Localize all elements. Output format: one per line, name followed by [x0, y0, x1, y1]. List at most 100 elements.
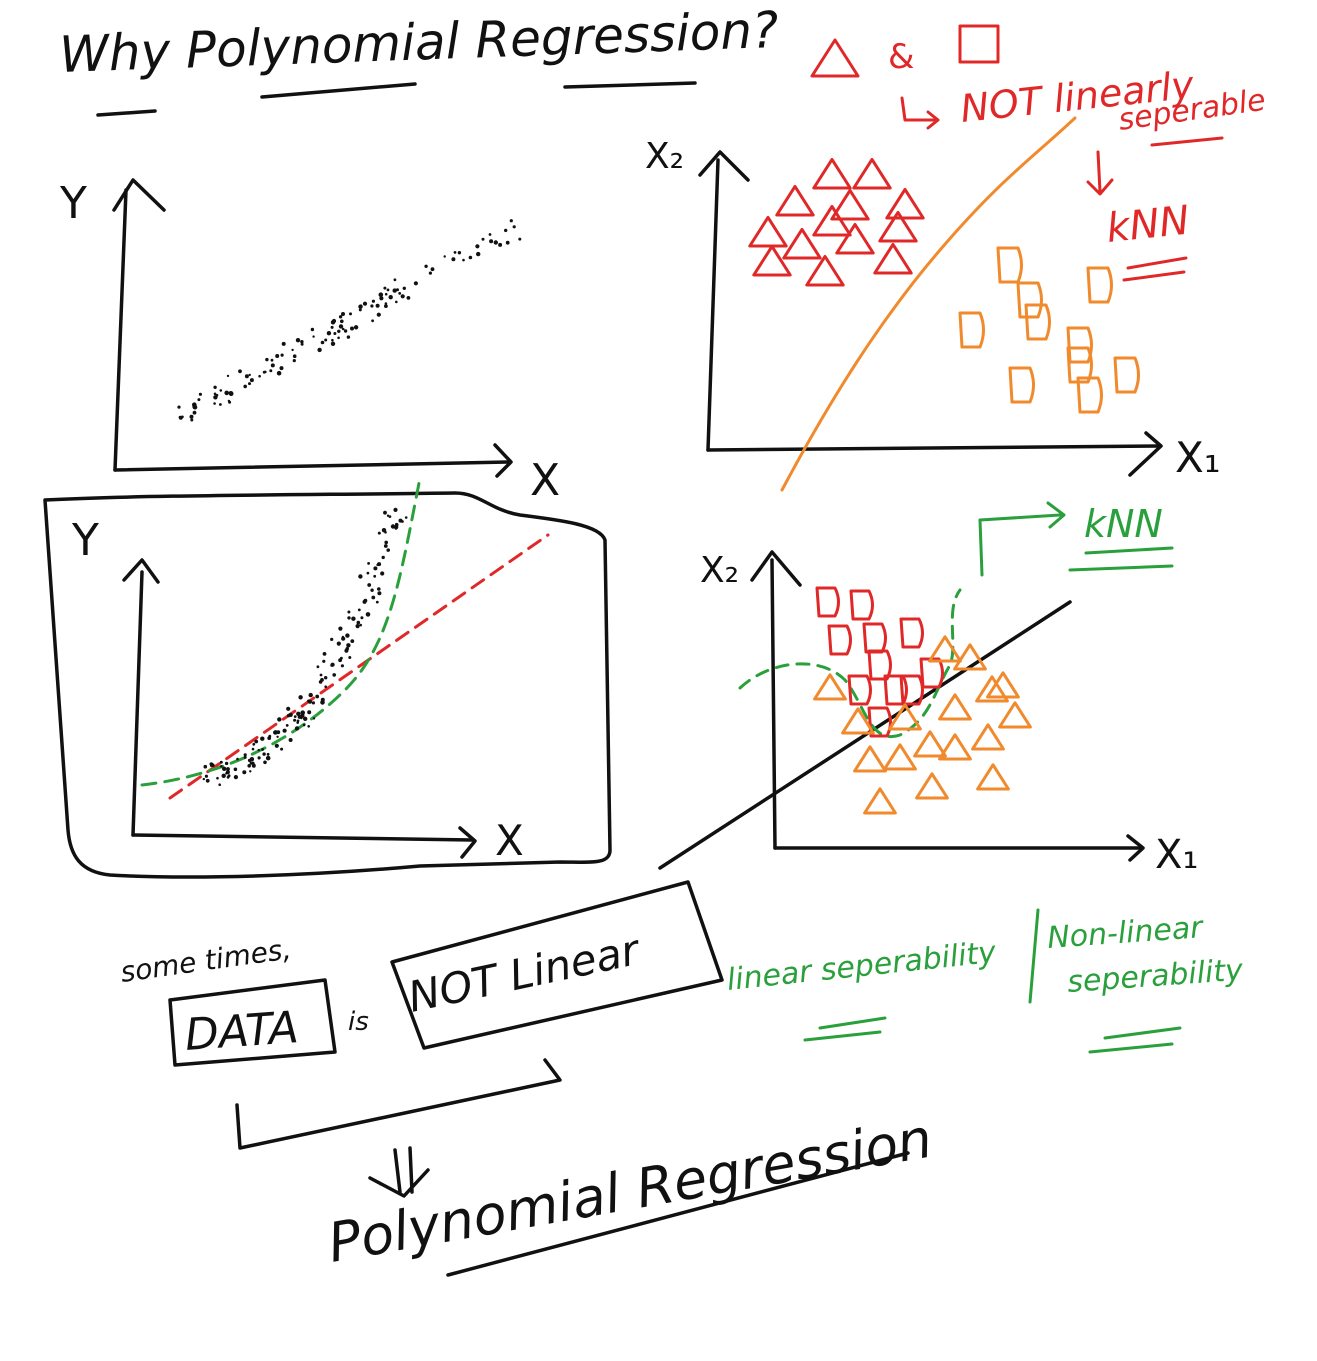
scatter-point: [384, 304, 388, 308]
x-axis: [113, 460, 510, 472]
scatter-points: [177, 219, 522, 422]
scatter-point: [252, 742, 256, 746]
scatter-point: [341, 312, 345, 316]
down-arrow-icon: [1086, 150, 1114, 196]
scatter-point: [243, 384, 247, 389]
nonlinear-separability-label-2: seperability: [1066, 953, 1245, 1000]
scatter-point: [244, 374, 249, 379]
scatter-point: [189, 414, 194, 419]
triangle-marker: [975, 675, 1009, 703]
scatter-point: [468, 255, 473, 260]
x-axis-label: X: [495, 816, 524, 865]
decision-boundary-line: [780, 116, 1077, 492]
scatter-point: [512, 225, 516, 229]
scatter-point: [320, 678, 324, 682]
triangle-marker: [885, 187, 925, 220]
scatter-point: [282, 728, 287, 733]
scatter-point: [392, 288, 397, 293]
scatter-point: [310, 327, 315, 332]
scatter-point: [375, 600, 379, 604]
triangle-marker: [915, 772, 949, 800]
panel-separable-classes: X₁ X₂: [645, 116, 1221, 492]
scatter-points: [202, 507, 408, 786]
scatter-point: [358, 574, 363, 579]
square-marker: [996, 246, 1023, 284]
scatter-point: [219, 389, 223, 392]
title-underline-polynomial: [260, 82, 417, 99]
square-marker: [919, 657, 944, 689]
scatter-point: [413, 281, 418, 286]
scatter-point: [302, 723, 306, 727]
scatter-point: [324, 338, 328, 342]
panel-linear-scatter: X Y: [59, 178, 560, 506]
scatter-point: [383, 286, 387, 290]
y-axis-arrow-icon: [122, 558, 160, 584]
scatter-point: [346, 335, 351, 339]
square-marker: [827, 624, 852, 656]
scatter-point: [307, 725, 311, 728]
scatter-point: [279, 366, 284, 371]
scatter-point: [273, 730, 278, 735]
scatter-point: [308, 692, 313, 698]
scatter-point: [319, 673, 323, 677]
scatter-point: [192, 410, 197, 415]
scatter-point: [213, 392, 217, 396]
scatter-point: [249, 770, 252, 773]
scatter-point: [424, 264, 428, 268]
triangle-marker: [971, 723, 1005, 751]
scatter-point: [518, 237, 522, 241]
scatter-point: [269, 369, 273, 373]
scatter-point: [481, 237, 485, 241]
scatter-point: [428, 271, 432, 275]
square-marker: [849, 589, 874, 621]
y-axis-label: Y: [59, 178, 87, 229]
scatter-point: [233, 775, 238, 780]
scatter-point: [398, 292, 402, 295]
scatter-point: [338, 315, 343, 319]
scatter-point: [294, 726, 300, 731]
scatter-point: [371, 319, 374, 323]
class-squares: [815, 586, 944, 738]
triangle-marker: [883, 743, 917, 771]
scatter-point: [270, 358, 274, 362]
scatter-point: [300, 710, 306, 715]
scatter-point: [362, 301, 368, 306]
scatter-point: [247, 764, 251, 768]
scatter-point: [338, 658, 342, 663]
scatter-point: [312, 717, 316, 720]
scatter-point: [330, 341, 336, 346]
scatter-point: [340, 664, 344, 668]
nonlinear-separability-label-1: Non-linear: [1046, 910, 1205, 956]
square-marker: [815, 586, 840, 618]
scatter-point: [378, 292, 384, 298]
scatter-point: [322, 652, 327, 656]
scatter-point: [262, 752, 266, 756]
linear-separability-label: linear seperability: [725, 935, 999, 998]
nonlinear-separability-underline: [1088, 1026, 1182, 1054]
scatter-point: [353, 325, 359, 330]
triangle-marker: [913, 730, 947, 758]
scatter-point: [249, 378, 254, 383]
triangle-marker: [976, 763, 1010, 791]
scatter-point: [267, 736, 272, 740]
square-marker: [1024, 303, 1051, 341]
scatter-point: [300, 340, 304, 344]
scatter-point: [303, 716, 308, 721]
scatter-point: [388, 515, 392, 518]
knn-arrow-icon: [1046, 501, 1066, 529]
scatter-point: [373, 566, 378, 571]
highlight-box: [43, 491, 612, 879]
scatter-point: [377, 587, 381, 591]
scatter-point: [292, 354, 297, 359]
x-axis: [131, 833, 474, 842]
scatter-point: [393, 278, 397, 282]
scatter-point: [346, 643, 351, 648]
sometimes-label: some times,: [118, 932, 293, 989]
scatter-point: [198, 392, 202, 396]
scatter-point: [393, 507, 398, 512]
scatter-point: [242, 770, 247, 775]
square-marker: [1113, 356, 1140, 394]
scatter-point: [388, 295, 393, 300]
scatter-point: [348, 656, 352, 659]
scatter-point: [347, 610, 351, 614]
